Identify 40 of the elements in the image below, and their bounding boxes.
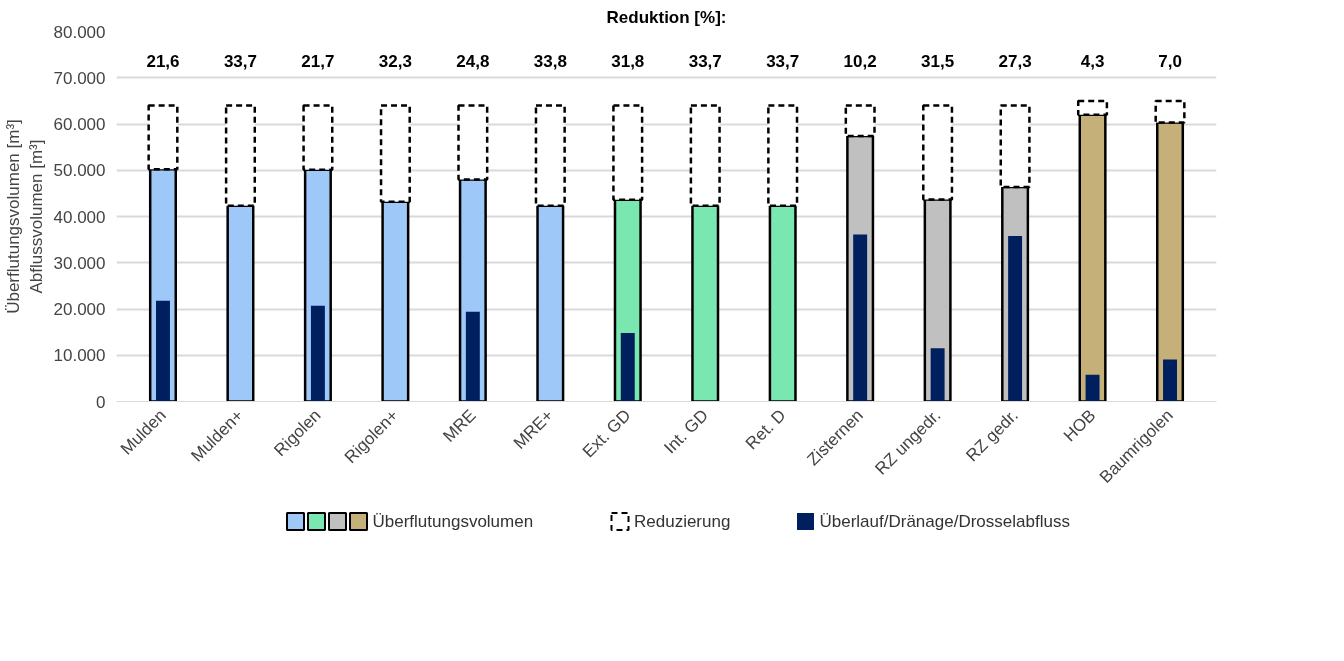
annotation: 31,8 [611,52,645,72]
annotation: 31,5 [921,52,955,72]
annotation: 27,3 [998,52,1032,72]
annotation: 21,6 [146,52,180,72]
y-tick-label: 20.000 [53,300,106,319]
bar [1085,374,1100,402]
annotation: 33,7 [688,52,722,72]
y-tick-label: 30.000 [53,253,106,273]
bar [1163,359,1177,402]
y-tick-label: 10.000 [53,346,106,366]
annotation: 32,3 [378,52,412,72]
annotation: 33,7 [766,52,800,72]
bar [620,333,635,402]
y-tick-label: 60.000 [53,115,106,134]
y-axis-title: Überflutungsvolumen [m³] Abflussvolumen [m³] [3,119,46,314]
y-tick-label: 40.000 [53,207,106,227]
y-tick-label: 80.000 [53,22,106,42]
annotation: 10,2 [843,52,877,72]
bar [1008,235,1023,402]
legend-label: Überlauf/Dränage/Drosselabfluss [819,512,1070,531]
legend-label: Reduzierung [634,512,731,531]
x-tick-label: Int. GD [660,405,712,458]
annotation: 4,3 [1080,52,1105,72]
annotation: 33,8 [533,52,567,72]
bar [853,234,868,402]
annotation: 24,8 [456,52,490,72]
annotation: 33,7 [223,52,257,72]
y-tick-label: 70.000 [53,68,106,88]
x-tick-label: Ret. D [741,405,790,454]
bar [156,300,170,402]
bar [310,305,325,402]
y-tick-label: 50.000 [53,161,106,181]
bar [930,348,945,402]
x-tick-label: Ext. GD [578,405,635,462]
annotation: 7,0 [1158,52,1182,72]
legend-label: Überflutungsvolumen [372,512,534,531]
annotation: 21,7 [301,52,335,72]
y-tick-label: 0 [96,392,106,412]
bar [465,311,480,402]
chart-title: Reduktion [%]: [606,7,727,27]
